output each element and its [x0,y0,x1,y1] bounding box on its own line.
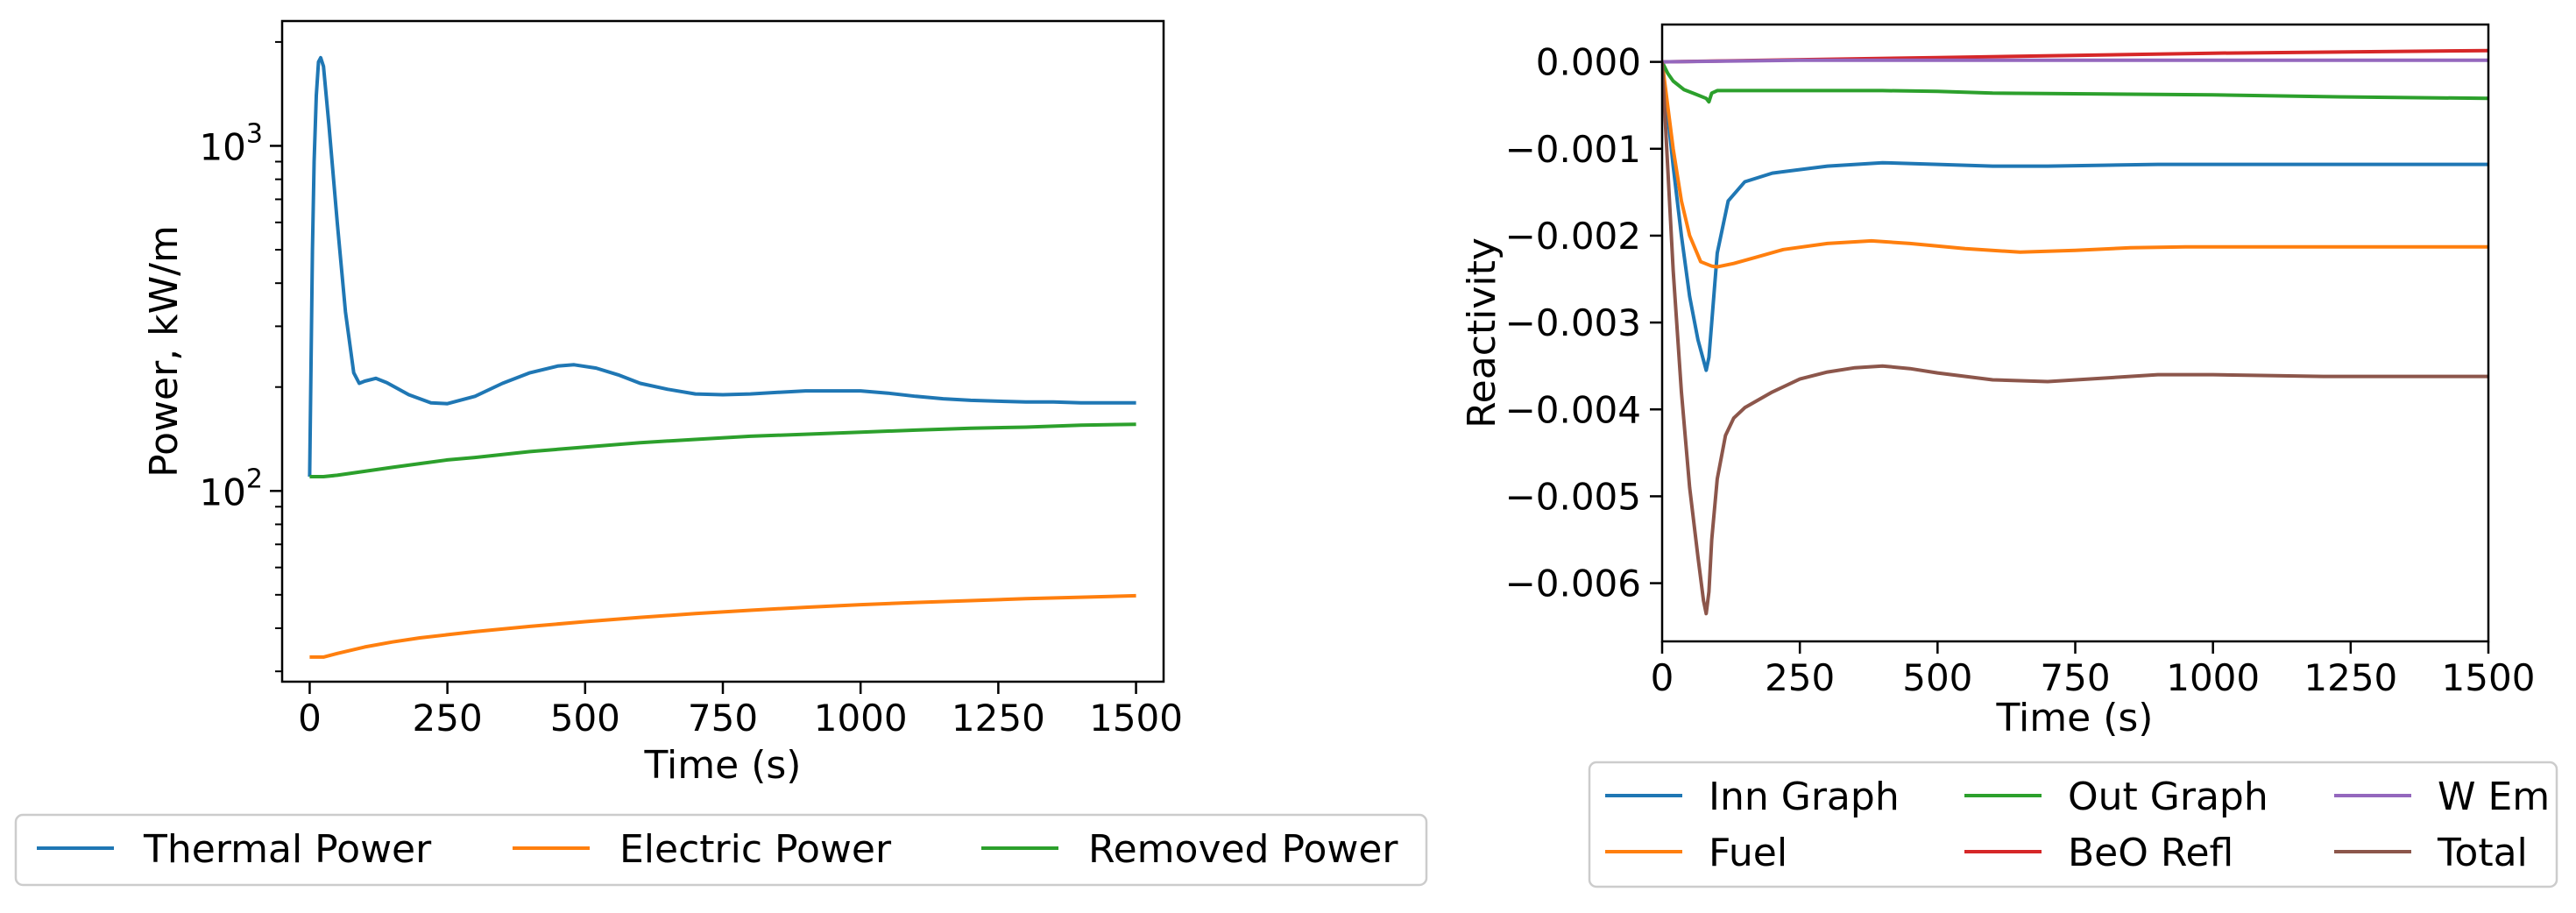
series-line-w-em [1662,58,2488,64]
reactivity-legend-box [1588,761,2558,888]
reactivity-x-tick-label: 250 [1765,656,1835,699]
power-series [308,55,1136,659]
power-x-tick-label: 1250 [952,697,1045,740]
reactivity-legend: Inn Graph Fuel Out Graph BeO Refl W Em Total [1588,761,2558,888]
reactivity-axes-frame [1660,23,2490,643]
power-x-tick-label: 750 [688,697,758,740]
power-y-tick-label: 103 [199,118,263,168]
legend-label-fuel: Fuel [1709,831,1787,875]
power-x-tick-label: 500 [550,697,620,740]
legend-label-electric-power: Electric Power [619,827,892,872]
power-y-axis-label: Power, kW/m [142,225,187,478]
legend-label-w-em: W Em [2438,775,2550,819]
reactivity-y-tick-label: 0.000 [1536,41,1641,84]
reactivity-x-tick-label: 1000 [2166,656,2260,699]
series-line-removed-power [309,422,1136,478]
power-x-tick-label: 250 [413,697,483,740]
power-axes-frame [280,19,1165,683]
series-line-fuel [1662,61,2488,269]
reactivity-series [1662,48,2488,616]
power-ticks: 0 250 500 750 1000 1250 1500 102 103 [199,40,1183,740]
reactivity-x-tick-label: 500 [1902,656,1972,699]
legend-label-out-graph: Out Graph [2068,775,2268,819]
legend-label-thermal-power: Thermal Power [143,827,432,872]
reactivity-x-tick-label: 750 [2040,656,2110,699]
reactivity-y-tick-label: −0.005 [1505,475,1641,518]
reactivity-x-axis-label: Time (s) [1996,696,2154,740]
power-legend: Thermal Power Electric Power Removed Power [14,813,1428,887]
legend-label-total: Total [2437,831,2528,875]
series-line-thermal-power [308,55,1136,478]
legend-label-beo-refl: BeO Refl [2068,831,2233,875]
legend-label-inn-graph: Inn Graph [1709,775,1900,819]
reactivity-y-axis-label: Reactivity [1460,237,1504,428]
series-line-electric-power [309,593,1136,659]
reactivity-y-tick-label: −0.006 [1505,563,1641,605]
reactivity-ticks: 0 250 500 750 1000 1250 1500 0.000 −0.001 −0.002 −… [1505,41,2536,699]
reactivity-x-tick-label: 1250 [2304,656,2397,699]
reactivity-y-tick-label: −0.001 [1505,128,1641,171]
series-line-inn-graph [1662,61,2488,372]
reactivity-x-tick-label: 1500 [2442,656,2536,699]
power-y-tick-label: 102 [199,464,263,513]
reactivity-panel: 0 250 500 750 1000 1250 1500 0.000 −0.001 −0.002 −… [1460,23,2558,888]
reactivity-y-tick-label: −0.002 [1505,215,1641,258]
series-line-out-graph [1662,60,2488,104]
legend-label-removed-power: Removed Power [1088,827,1398,872]
power-x-tick-label: 1500 [1089,697,1183,740]
series-line-total [1662,61,2488,616]
power-x-tick-label: 1000 [814,697,908,740]
power-legend-box [14,813,1428,887]
power-panel: 0 250 500 750 1000 1250 1500 102 103 Time (s) Po… [14,19,1428,887]
reactivity-x-tick-label: 0 [1651,656,1674,699]
reactivity-y-tick-label: −0.003 [1505,301,1641,344]
power-x-tick-label: 0 [298,697,322,740]
power-x-axis-label: Time (s) [644,743,802,788]
reactivity-y-tick-label: −0.004 [1505,388,1641,431]
